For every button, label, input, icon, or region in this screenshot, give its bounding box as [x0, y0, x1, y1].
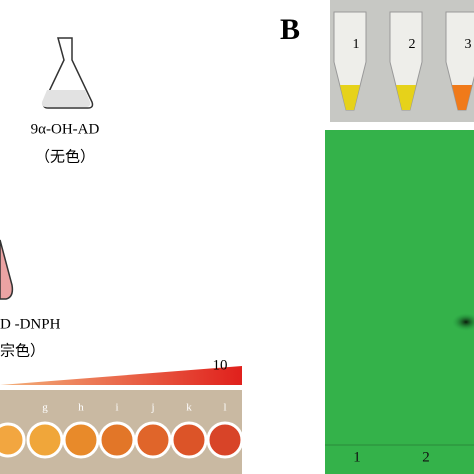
tube-liquid [452, 85, 472, 110]
flask-liquid [41, 90, 91, 107]
well [62, 421, 100, 459]
well-label: i [115, 402, 118, 414]
scale-max: 10 [213, 357, 228, 373]
well-label: g [42, 402, 48, 414]
tlc-plate [325, 130, 474, 474]
derivative-label: D -DNPH [0, 316, 61, 332]
tube-liquid [396, 85, 416, 110]
tube-label: 1 [353, 37, 360, 52]
lane-label: 2 [422, 449, 430, 465]
derivative-note: 宗色） [0, 341, 45, 359]
well-label: j [150, 402, 154, 414]
well [0, 422, 26, 458]
well [134, 421, 172, 459]
well [170, 421, 208, 459]
well [206, 421, 244, 459]
product-label: 9α-OH-AD [31, 121, 100, 137]
tlc-spot [452, 313, 474, 331]
panel-label: B [280, 13, 300, 46]
flask [0, 239, 14, 300]
tube-label: 2 [409, 37, 416, 52]
tube-label: 3 [465, 37, 472, 52]
well-label: h [78, 402, 84, 414]
gradient-scale [0, 366, 242, 385]
product-note: （无色） [35, 148, 95, 165]
lane-label: 1 [353, 449, 361, 465]
well-label: l [223, 402, 226, 414]
tube-liquid [340, 85, 360, 110]
well [98, 421, 136, 459]
well-label: k [186, 402, 192, 414]
well [26, 421, 64, 459]
